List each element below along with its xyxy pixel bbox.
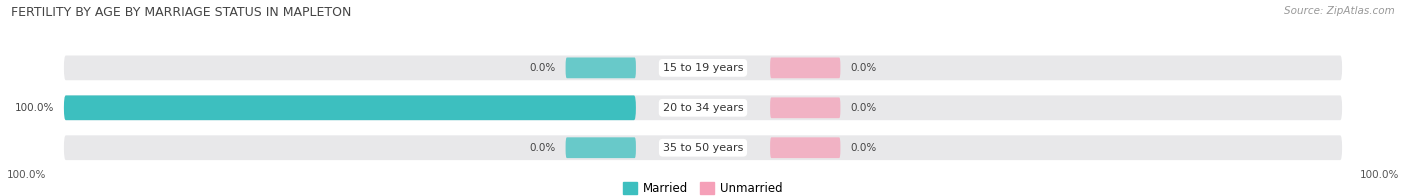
Text: 0.0%: 0.0% — [851, 63, 876, 73]
Text: 100.0%: 100.0% — [7, 170, 46, 180]
Text: 100.0%: 100.0% — [1360, 170, 1399, 180]
Text: 20 to 34 years: 20 to 34 years — [662, 103, 744, 113]
Text: 0.0%: 0.0% — [851, 103, 876, 113]
Text: 0.0%: 0.0% — [530, 63, 555, 73]
Text: Source: ZipAtlas.com: Source: ZipAtlas.com — [1284, 6, 1395, 16]
Text: 100.0%: 100.0% — [15, 103, 55, 113]
Text: 0.0%: 0.0% — [851, 143, 876, 153]
FancyBboxPatch shape — [770, 57, 841, 78]
Text: FERTILITY BY AGE BY MARRIAGE STATUS IN MAPLETON: FERTILITY BY AGE BY MARRIAGE STATUS IN M… — [11, 6, 352, 19]
Text: 15 to 19 years: 15 to 19 years — [662, 63, 744, 73]
Text: 35 to 50 years: 35 to 50 years — [662, 143, 744, 153]
FancyBboxPatch shape — [63, 135, 1343, 160]
FancyBboxPatch shape — [565, 137, 636, 158]
FancyBboxPatch shape — [770, 97, 841, 118]
FancyBboxPatch shape — [63, 55, 1343, 80]
FancyBboxPatch shape — [565, 57, 636, 78]
FancyBboxPatch shape — [63, 95, 1343, 120]
FancyBboxPatch shape — [63, 95, 636, 120]
Text: 0.0%: 0.0% — [530, 143, 555, 153]
Legend: Married, Unmarried: Married, Unmarried — [623, 182, 783, 195]
FancyBboxPatch shape — [770, 137, 841, 158]
